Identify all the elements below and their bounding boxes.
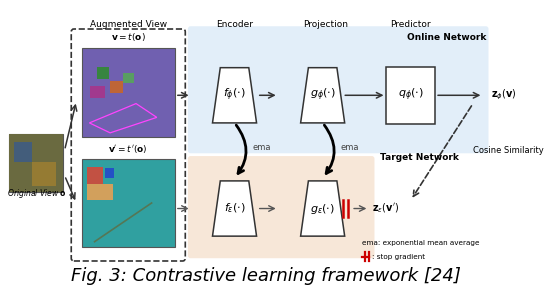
Bar <box>123 73 135 83</box>
Bar <box>32 162 56 186</box>
FancyBboxPatch shape <box>71 29 185 261</box>
Polygon shape <box>301 181 345 236</box>
Polygon shape <box>213 68 257 123</box>
Text: $f_\phi(\cdot)$: $f_\phi(\cdot)$ <box>223 87 246 104</box>
Text: Predictor: Predictor <box>391 20 431 29</box>
Bar <box>97 67 109 79</box>
Bar <box>87 167 104 184</box>
Bar <box>105 168 114 178</box>
Text: Original View $\mathbf{o}$: Original View $\mathbf{o}$ <box>7 187 66 200</box>
FancyBboxPatch shape <box>188 26 489 153</box>
Text: $\mathbf{z}_\varepsilon(\mathbf{v}^\prime)$: $\mathbf{z}_\varepsilon(\mathbf{v}^\prim… <box>372 202 399 215</box>
Bar <box>90 86 105 98</box>
FancyBboxPatch shape <box>81 48 175 137</box>
Text: Fig. 3: Contrastive learning framework [24]: Fig. 3: Contrastive learning framework [… <box>71 267 460 285</box>
FancyBboxPatch shape <box>386 67 435 124</box>
Text: ema: ema <box>253 143 271 152</box>
Text: Online Network: Online Network <box>407 33 486 42</box>
Text: Cosine Similarity: Cosine Similarity <box>473 146 543 155</box>
Text: Augmented View: Augmented View <box>90 20 167 29</box>
Text: $\mathbf{z}_\phi(\mathbf{v})$: $\mathbf{z}_\phi(\mathbf{v})$ <box>491 88 517 102</box>
Text: $q_\phi(\cdot)$: $q_\phi(\cdot)$ <box>398 87 424 104</box>
Bar <box>110 81 123 93</box>
Bar <box>87 184 112 200</box>
FancyBboxPatch shape <box>81 159 175 247</box>
Text: ema: ema <box>341 143 360 152</box>
Text: ema: exponential mean average: ema: exponential mean average <box>362 240 479 246</box>
Text: $\mathbf{v}'=t'(\mathbf{o})$: $\mathbf{v}'=t'(\mathbf{o})$ <box>109 144 148 155</box>
Text: Encoder: Encoder <box>216 20 253 29</box>
Text: : stop gradient: : stop gradient <box>372 253 425 260</box>
Bar <box>9 134 64 192</box>
Text: $\mathbf{v}=t(\mathbf{o})$: $\mathbf{v}=t(\mathbf{o})$ <box>111 31 146 43</box>
Bar <box>14 142 32 162</box>
Polygon shape <box>213 181 257 236</box>
FancyBboxPatch shape <box>9 134 64 192</box>
Text: $g_\phi(\cdot)$: $g_\phi(\cdot)$ <box>310 87 336 104</box>
Text: $g_\varepsilon(\cdot)$: $g_\varepsilon(\cdot)$ <box>310 202 335 215</box>
Polygon shape <box>301 68 345 123</box>
Text: Target Network: Target Network <box>379 153 459 162</box>
FancyBboxPatch shape <box>188 156 375 258</box>
Text: $f_\varepsilon(\cdot)$: $f_\varepsilon(\cdot)$ <box>224 202 245 215</box>
Text: Projection: Projection <box>302 20 348 29</box>
